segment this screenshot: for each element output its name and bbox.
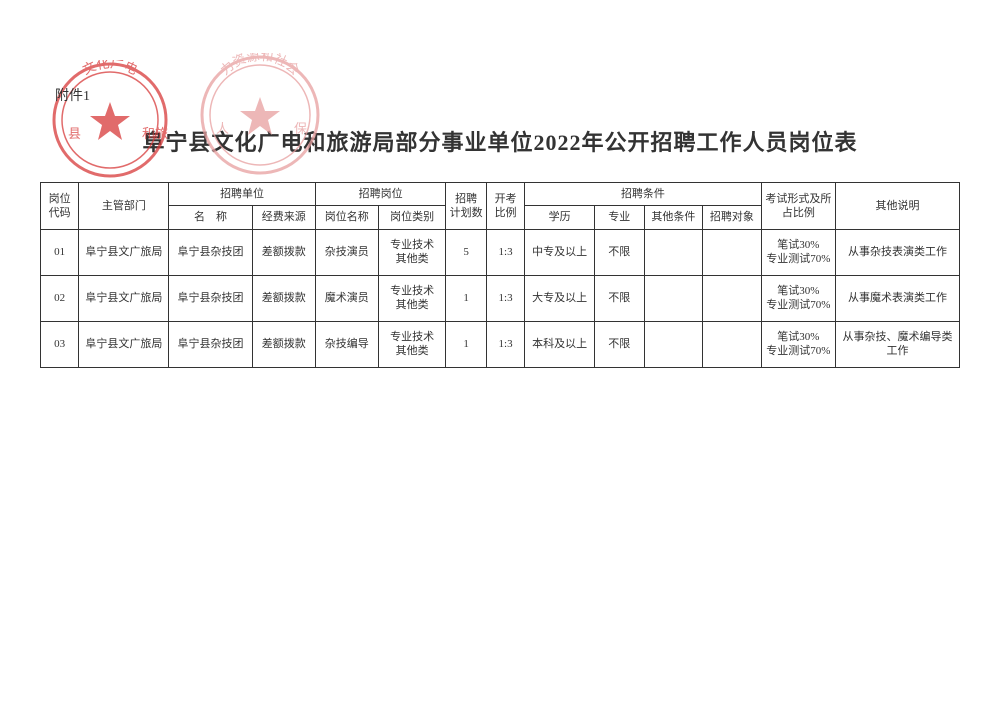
th-other-cond: 其他条件 xyxy=(644,206,703,229)
table-row: 03阜宁县文广旅局阜宁县杂技团差额拨款杂技编导专业技术其他类11:3本科及以上不… xyxy=(41,321,960,367)
cell-plan: 1 xyxy=(446,321,487,367)
cell-ratio: 1:3 xyxy=(486,229,524,275)
cell-major: 不限 xyxy=(595,275,645,321)
cell-post_name: 魔术演员 xyxy=(315,275,378,321)
th-unit-group: 招聘单位 xyxy=(169,183,315,206)
cell-plan: 5 xyxy=(446,229,487,275)
cell-exam: 笔试30%专业测试70% xyxy=(761,229,835,275)
cell-post_type: 专业技术其他类 xyxy=(378,229,446,275)
cell-target xyxy=(703,229,762,275)
th-post-name: 岗位名称 xyxy=(315,206,378,229)
cell-post_type: 专业技术其他类 xyxy=(378,321,446,367)
cell-other_cond xyxy=(644,229,703,275)
cell-unit_name: 阜宁县杂技团 xyxy=(169,275,252,321)
cell-dept: 阜宁县文广旅局 xyxy=(79,275,169,321)
th-edu: 学历 xyxy=(525,206,595,229)
cell-edu: 中专及以上 xyxy=(525,229,595,275)
svg-text:力资源和社会: 力资源和社会 xyxy=(217,53,302,78)
cell-code: 02 xyxy=(41,275,79,321)
cell-unit_fund: 差额拨款 xyxy=(252,275,315,321)
cell-code: 01 xyxy=(41,229,79,275)
cell-ratio: 1:3 xyxy=(486,275,524,321)
cell-unit_fund: 差额拨款 xyxy=(252,321,315,367)
cell-remark: 从事杂技、魔术编导类工作 xyxy=(836,321,960,367)
cell-code: 03 xyxy=(41,321,79,367)
th-unit-name: 名 称 xyxy=(169,206,252,229)
cell-target xyxy=(703,275,762,321)
th-dept: 主管部门 xyxy=(79,183,169,230)
cell-post_name: 杂技演员 xyxy=(315,229,378,275)
cell-unit_name: 阜宁县杂技团 xyxy=(169,321,252,367)
cell-other_cond xyxy=(644,275,703,321)
cell-post_type: 专业技术其他类 xyxy=(378,275,446,321)
cell-post_name: 杂技编导 xyxy=(315,321,378,367)
th-ratio: 开考比例 xyxy=(486,183,524,230)
svg-text:文化广电: 文化广电 xyxy=(80,60,140,77)
cell-plan: 1 xyxy=(446,275,487,321)
th-exam: 考试形式及所占比例 xyxy=(761,183,835,230)
page: 文化广电 县 和旅 力资源和社会 人 保 附件1 阜宁县文化广电和旅游局部分事业… xyxy=(0,0,1000,704)
th-major: 专业 xyxy=(595,206,645,229)
table-row: 02阜宁县文广旅局阜宁县杂技团差额拨款魔术演员专业技术其他类11:3大专及以上不… xyxy=(41,275,960,321)
cell-major: 不限 xyxy=(595,321,645,367)
stamp-right: 力资源和社会 人 保 xyxy=(198,53,322,177)
cell-unit_fund: 差额拨款 xyxy=(252,229,315,275)
th-unit-fund: 经费来源 xyxy=(252,206,315,229)
cell-target xyxy=(703,321,762,367)
cell-dept: 阜宁县文广旅局 xyxy=(79,321,169,367)
cell-edu: 大专及以上 xyxy=(525,275,595,321)
th-target: 招聘对象 xyxy=(703,206,762,229)
cell-major: 不限 xyxy=(595,229,645,275)
th-code: 岗位代码 xyxy=(41,183,79,230)
attachment-label: 附件1 xyxy=(55,85,90,105)
cell-remark: 从事魔术表演类工作 xyxy=(836,275,960,321)
cell-dept: 阜宁县文广旅局 xyxy=(79,229,169,275)
th-post-type: 岗位类别 xyxy=(378,206,446,229)
cell-other_cond xyxy=(644,321,703,367)
cell-exam: 笔试30%专业测试70% xyxy=(761,321,835,367)
cell-remark: 从事杂技表演类工作 xyxy=(836,229,960,275)
cell-edu: 本科及以上 xyxy=(525,321,595,367)
cell-exam: 笔试30%专业测试70% xyxy=(761,275,835,321)
th-post-group: 招聘岗位 xyxy=(315,183,446,206)
stamp-right-text: 力资源和社会 xyxy=(217,53,302,78)
stamp-left: 文化广电 县 和旅 xyxy=(50,60,170,180)
cell-ratio: 1:3 xyxy=(486,321,524,367)
job-table: 岗位代码 主管部门 招聘单位 招聘岗位 招聘计划数 开考比例 招聘条件 考试形式… xyxy=(40,182,960,368)
stamp-left-text: 文化广电 xyxy=(80,60,140,77)
page-title: 阜宁县文化广电和旅游局部分事业单位2022年公开招聘工作人员岗位表 xyxy=(40,125,960,157)
th-cond-group: 招聘条件 xyxy=(525,183,761,206)
th-plan: 招聘计划数 xyxy=(446,183,487,230)
table-row: 01阜宁县文广旅局阜宁县杂技团差额拨款杂技演员专业技术其他类51:3中专及以上不… xyxy=(41,229,960,275)
th-remark: 其他说明 xyxy=(836,183,960,230)
cell-unit_name: 阜宁县杂技团 xyxy=(169,229,252,275)
